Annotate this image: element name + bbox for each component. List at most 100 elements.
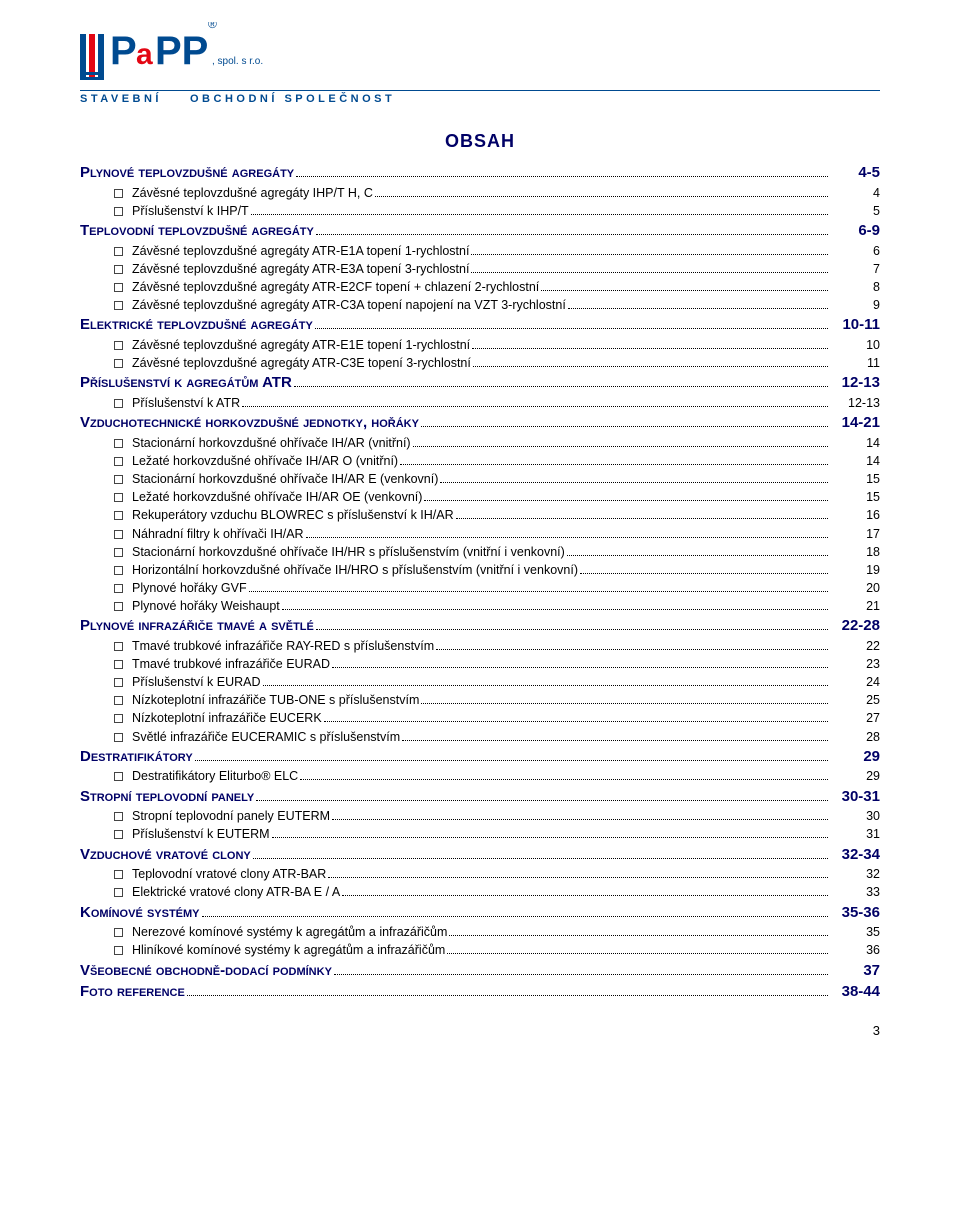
toc-label: Teplovodní vratové clony ATR-BAR	[114, 865, 326, 883]
toc-label-text: Destratifikátory	[80, 748, 193, 765]
toc-page: 23	[832, 655, 880, 673]
papp-logo-svg: P a PP ® , spol. s r.o.	[80, 22, 270, 86]
toc-label-text: Tmavé trubkové infrazářiče EURAD	[132, 657, 330, 671]
toc-item: Závěsné teplovzdušné agregáty ATR-E1E to…	[80, 336, 880, 354]
toc-leader-dots	[282, 599, 828, 610]
toc-label: Příslušenství k agregátům ATR	[80, 372, 292, 394]
toc-item: Nízkoteplotní infrazářiče EUCERK27	[80, 709, 880, 727]
toc-leader-dots	[424, 490, 828, 501]
toc-label: Světlé infrazářiče EUCERAMIC s příslušen…	[114, 728, 400, 746]
subtitle-right: OBCHODNÍ SPOLEČNOST	[190, 93, 395, 105]
toc-page: 35-36	[832, 902, 880, 924]
toc-leader-dots	[256, 790, 828, 801]
toc-leader-dots	[472, 338, 828, 349]
toc-item: Hliníkové komínové systémy k agregátům a…	[80, 941, 880, 959]
checkbox-bullet-icon	[114, 265, 123, 274]
toc-label-text: Závěsné teplovzdušné agregáty IHP/T H, C	[132, 186, 373, 200]
toc-label: Příslušenství k EURAD	[114, 673, 261, 691]
checkbox-bullet-icon	[114, 530, 123, 539]
checkbox-bullet-icon	[114, 548, 123, 557]
toc-page: 17	[832, 525, 880, 543]
toc-label-text: Stacionární horkovzdušné ohřívače IH/AR …	[132, 472, 438, 486]
toc-label: Závěsné teplovzdušné agregáty ATR-E3A to…	[114, 260, 469, 278]
checkbox-bullet-icon	[114, 660, 123, 669]
toc-label: Závěsné teplovzdušné agregáty ATR-E1E to…	[114, 336, 470, 354]
toc-label-text: Závěsné teplovzdušné agregáty ATR-C3E to…	[132, 356, 471, 370]
toc-page: 38-44	[832, 981, 880, 1003]
checkbox-bullet-icon	[114, 830, 123, 839]
subtitle-left: STAVEBNÍ	[80, 93, 162, 105]
toc-page: 29	[832, 767, 880, 785]
toc-item: Stacionární horkovzdušné ohřívače IH/HR …	[80, 543, 880, 561]
toc-item: Nízkoteplotní infrazářiče TUB-ONE s přís…	[80, 691, 880, 709]
brand-logo: P a PP ® , spol. s r.o. STAVEBNÍ OBCHODNÍ…	[80, 22, 880, 105]
toc-leader-dots	[413, 436, 828, 447]
toc-section: Stropní teplovodní panely30-31	[80, 786, 880, 808]
checkbox-bullet-icon	[114, 283, 123, 292]
toc-page: 36	[832, 941, 880, 959]
toc-item: Nerezové komínové systémy k agregátům a …	[80, 923, 880, 941]
toc-leader-dots	[324, 711, 828, 722]
toc-section: Foto reference38-44	[80, 981, 880, 1003]
toc-item: Závěsné teplovzdušné agregáty ATR-E1A to…	[80, 242, 880, 260]
toc-label-text: Závěsné teplovzdušné agregáty ATR-E1E to…	[132, 338, 470, 352]
toc-label-text: Plynové teplovzdušné agregáty	[80, 164, 294, 181]
toc-label-text: Hliníkové komínové systémy k agregátům a…	[132, 943, 445, 957]
toc-label: Plynové infrazářiče tmavé a světlé	[80, 615, 314, 637]
toc-page: 37	[832, 960, 880, 982]
checkbox-bullet-icon	[114, 870, 123, 879]
checkbox-bullet-icon	[114, 439, 123, 448]
toc-label-text: Elektrické vratové clony ATR-BA E / A	[132, 885, 340, 899]
toc-page: 6	[832, 242, 880, 260]
toc-item: Náhradní filtry k ohřívači IH/AR17	[80, 525, 880, 543]
toc-label: Horizontální horkovzdušné ohřívače IH/HR…	[114, 561, 578, 579]
toc-item: Tmavé trubkové infrazářiče EURAD 23	[80, 655, 880, 673]
toc-page: 10	[832, 336, 880, 354]
toc-item: Závěsné teplovzdušné agregáty ATR-E3A to…	[80, 260, 880, 278]
toc-leader-dots	[187, 985, 828, 996]
toc-item: Destratifikátory Eliturbo® ELC29	[80, 767, 880, 785]
toc-label-text: Příslušenství k EUTERM	[132, 827, 270, 841]
toc-leader-dots	[580, 563, 828, 574]
toc-leader-dots	[296, 166, 828, 177]
toc-label: Vzduchotechnické horkovzdušné jednotky, …	[80, 412, 419, 434]
checkbox-bullet-icon	[114, 457, 123, 466]
toc-label: Komínové systémy	[80, 902, 200, 924]
checkbox-bullet-icon	[114, 928, 123, 937]
toc-leader-dots	[316, 619, 828, 630]
toc-label: Plynové teplovzdušné agregáty	[80, 162, 294, 184]
checkbox-bullet-icon	[114, 888, 123, 897]
toc-section: Vzduchotechnické horkovzdušné jednotky, …	[80, 412, 880, 434]
toc-label: Příslušenství k EUTERM	[114, 825, 270, 843]
toc-section: Vzduchové vratové clony32-34	[80, 844, 880, 866]
checkbox-bullet-icon	[114, 602, 123, 611]
toc-label-text: Nerezové komínové systémy k agregátům a …	[132, 925, 447, 939]
toc-label-text: Závěsné teplovzdušné agregáty ATR-C3A to…	[132, 298, 566, 312]
toc-label-text: Příslušenství k EURAD	[132, 675, 261, 689]
company-subtitle: STAVEBNÍ OBCHODNÍ SPOLEČNOST	[80, 93, 880, 105]
toc-page: 4-5	[832, 162, 880, 184]
toc-page: 20	[832, 579, 880, 597]
toc-item: Rekuperátory vzduchu BLOWREC s příslušen…	[80, 506, 880, 524]
logo-text-a: a	[136, 38, 153, 71]
toc-page: 27	[832, 709, 880, 727]
toc-leader-dots	[568, 298, 828, 309]
checkbox-bullet-icon	[114, 584, 123, 593]
checkbox-bullet-icon	[114, 733, 123, 742]
toc-label: Všeobecné obchodně-dodací podmínky	[80, 960, 332, 982]
toc-label-text: Horizontální horkovzdušné ohřívače IH/HR…	[132, 563, 578, 577]
toc-label-text: Komínové systémy	[80, 904, 200, 921]
toc-section: Komínové systémy 35-36	[80, 902, 880, 924]
toc-item: Příslušenství k ATR12-13	[80, 394, 880, 412]
checkbox-bullet-icon	[114, 493, 123, 502]
logo-text-pp: PP	[155, 29, 208, 73]
toc-page: 32	[832, 865, 880, 883]
toc-label-text: Rekuperátory vzduchu BLOWREC s příslušen…	[132, 508, 454, 522]
toc-leader-dots	[294, 376, 828, 387]
toc-label: Závěsné teplovzdušné agregáty ATR-E2CF t…	[114, 278, 539, 296]
checkbox-bullet-icon	[114, 772, 123, 781]
table-of-contents: Plynové teplovzdušné agregáty 4-5 Závěsné …	[80, 162, 880, 1003]
toc-page: 15	[832, 488, 880, 506]
toc-label: Příslušenství k ATR	[114, 394, 240, 412]
toc-leader-dots	[334, 964, 828, 975]
